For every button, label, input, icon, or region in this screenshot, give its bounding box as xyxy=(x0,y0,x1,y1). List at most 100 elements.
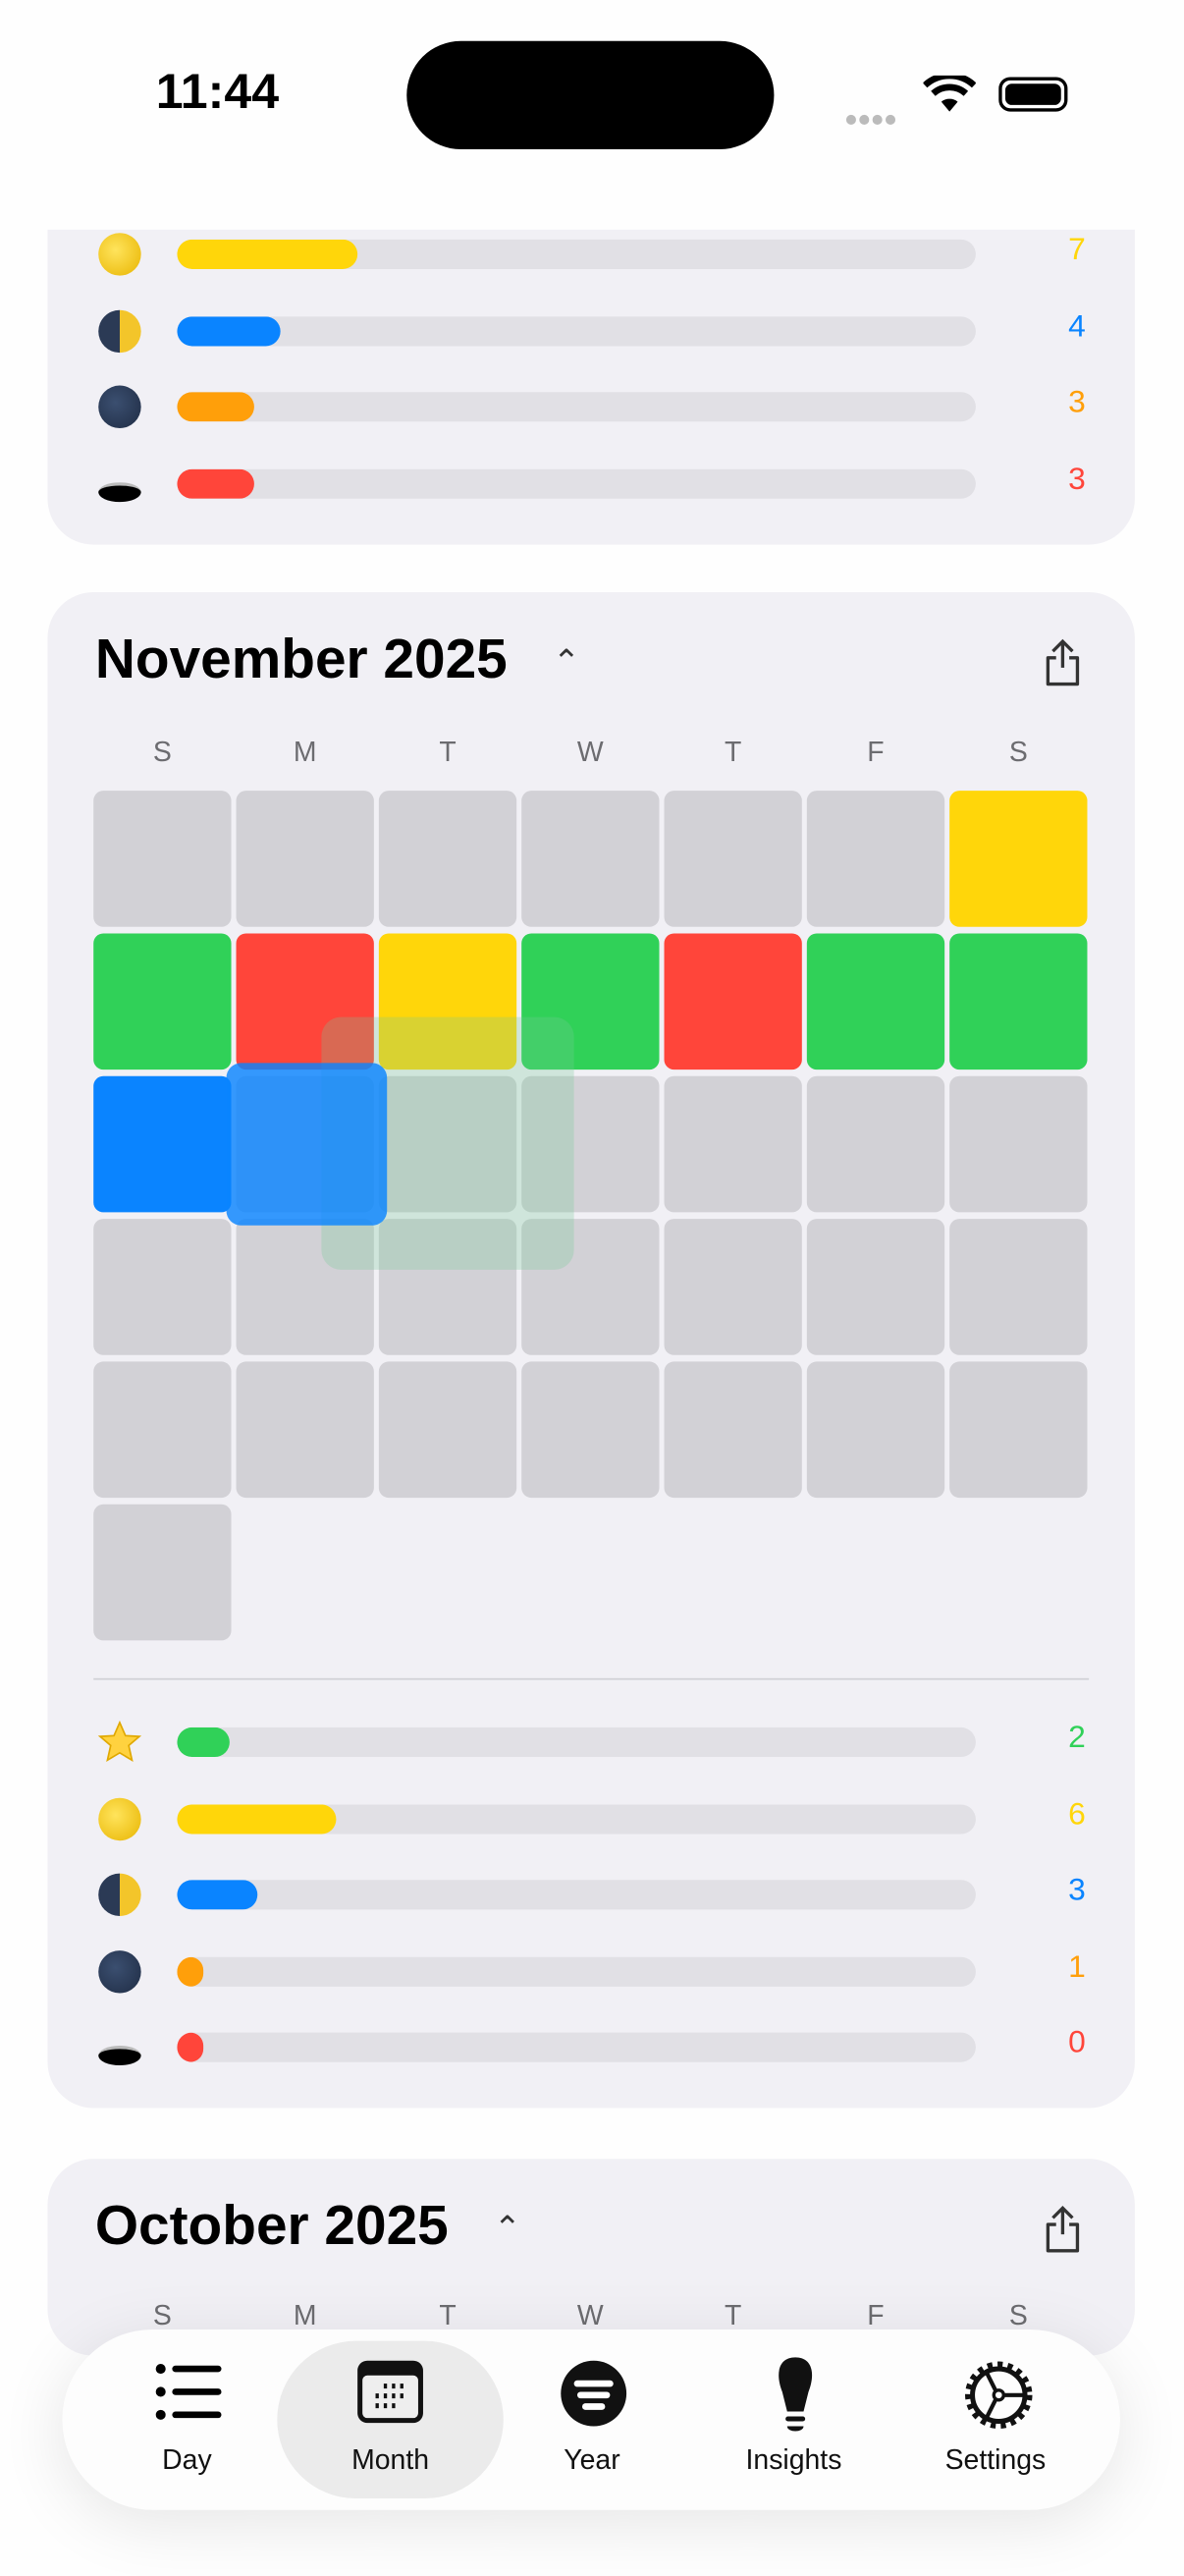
stat-row: 2 xyxy=(47,1718,1134,1767)
stat-row: 3 xyxy=(47,382,1134,431)
day-cell[interactable] xyxy=(378,791,517,927)
tab-insights[interactable]: Insights xyxy=(692,2329,895,2510)
day-cell[interactable] xyxy=(236,1361,374,1499)
year-icon xyxy=(561,2360,627,2427)
stat-bar-fill xyxy=(177,1880,257,1910)
stat-row: 3 xyxy=(47,1870,1134,1919)
tab-bar: Day Month Year Insights Settings xyxy=(62,2329,1120,2510)
day-cell[interactable] xyxy=(93,933,232,1070)
tab-label: Settings xyxy=(944,2443,1047,2476)
gear-icon xyxy=(965,2361,1033,2430)
stat-row: 1 xyxy=(47,1946,1134,1996)
collapse-chevron-icon[interactable]: ⌃ xyxy=(493,2211,521,2248)
stat-count: 4 xyxy=(1068,308,1086,344)
share-icon[interactable] xyxy=(1043,638,1082,687)
stat-count: 0 xyxy=(1068,2025,1086,2061)
day-cell[interactable] xyxy=(521,1219,660,1355)
tab-year[interactable]: Year xyxy=(490,2329,693,2510)
day-cell[interactable] xyxy=(949,933,1088,1070)
day-cell[interactable] xyxy=(664,791,802,927)
day-cell[interactable] xyxy=(93,1219,232,1355)
divider xyxy=(93,1677,1090,1680)
weekday-label: T xyxy=(724,737,742,768)
day-cell[interactable] xyxy=(949,1219,1088,1355)
stat-bar xyxy=(177,2032,976,2062)
star-icon xyxy=(97,1720,142,1763)
stat-bar xyxy=(177,1803,976,1834)
stat-count: 7 xyxy=(1068,233,1086,268)
tab-day[interactable]: Day xyxy=(85,2329,289,2510)
stat-row: 4 xyxy=(47,306,1134,356)
stat-count: 1 xyxy=(1068,1949,1086,1985)
stat-bar-fill xyxy=(177,467,255,498)
stat-bar-fill xyxy=(177,392,255,422)
weekday-label: T xyxy=(439,737,457,768)
tab-label: Insights xyxy=(745,2443,842,2476)
day-cell[interactable] xyxy=(664,933,802,1070)
day-cell[interactable] xyxy=(521,791,660,927)
stat-count: 3 xyxy=(1068,1873,1086,1908)
stat-bar xyxy=(177,1880,976,1910)
day-cell[interactable] xyxy=(521,933,660,1070)
month-card-october: October 2025 ⌃ S M T W T F S xyxy=(47,2159,1135,2356)
full-moon-icon xyxy=(98,233,141,276)
stat-bar-fill xyxy=(177,1726,231,1757)
stat-count: 6 xyxy=(1068,1796,1086,1833)
battery-icon xyxy=(998,77,1068,112)
stat-row: 6 xyxy=(47,1794,1134,1843)
full-moon-icon xyxy=(98,1796,141,1840)
weekday-label: S xyxy=(152,737,172,768)
stat-bar-fill xyxy=(177,1955,204,1987)
day-cell[interactable] xyxy=(93,791,232,927)
stat-count: 3 xyxy=(1068,462,1086,497)
month-card-november: November 2025 ⌃ S M T W T F S 2 6 3 1 0 xyxy=(47,592,1135,2109)
share-icon[interactable] xyxy=(1043,2205,1082,2254)
day-cell[interactable] xyxy=(93,1504,232,1641)
weekday-label: F xyxy=(867,737,885,768)
stat-bar xyxy=(177,467,976,498)
tab-settings[interactable]: Settings xyxy=(893,2329,1097,2510)
day-cell[interactable] xyxy=(378,1219,517,1355)
day-cell[interactable] xyxy=(93,1361,232,1499)
weekday-label: T xyxy=(439,2299,457,2331)
new-moon-icon xyxy=(98,385,141,428)
stat-bar-fill xyxy=(177,239,358,269)
day-cell[interactable] xyxy=(521,1075,660,1213)
day-cell[interactable] xyxy=(806,1219,945,1355)
weekday-label: T xyxy=(724,2299,742,2331)
tab-month[interactable]: Month xyxy=(266,2329,515,2510)
day-cell[interactable] xyxy=(949,1361,1088,1499)
stat-bar-fill xyxy=(177,2032,203,2062)
day-cell[interactable] xyxy=(949,1075,1088,1213)
weekday-label: W xyxy=(576,737,604,768)
half-moon-icon xyxy=(98,308,141,353)
stat-bar xyxy=(177,1955,976,1987)
weekday-label: S xyxy=(152,2299,172,2331)
day-cell[interactable] xyxy=(378,1361,517,1499)
day-cell[interactable] xyxy=(806,791,945,927)
day-cell[interactable] xyxy=(236,791,374,927)
weekday-label: S xyxy=(1008,2299,1028,2331)
wifi-icon xyxy=(923,75,976,112)
weekday-label: F xyxy=(867,2299,885,2331)
day-cell[interactable] xyxy=(378,933,517,1070)
weekday-label: M xyxy=(293,737,317,768)
day-cell[interactable] xyxy=(236,933,374,1070)
dragged-day-cell[interactable] xyxy=(226,1063,388,1226)
day-cell[interactable] xyxy=(378,1075,517,1213)
list-icon xyxy=(155,2364,222,2420)
day-cell[interactable] xyxy=(236,1219,374,1355)
day-cell[interactable] xyxy=(664,1219,802,1355)
day-cell[interactable] xyxy=(806,933,945,1070)
eclipse-icon xyxy=(98,481,141,502)
day-cell[interactable] xyxy=(806,1075,945,1213)
stat-bar xyxy=(177,315,976,346)
day-cell[interactable] xyxy=(949,791,1088,927)
day-cell[interactable] xyxy=(664,1075,802,1213)
stat-bar xyxy=(177,392,976,422)
day-cell[interactable] xyxy=(806,1361,945,1499)
collapse-chevron-icon[interactable]: ⌃ xyxy=(552,644,580,682)
day-cell[interactable] xyxy=(521,1361,660,1499)
day-cell[interactable] xyxy=(93,1075,232,1213)
day-cell[interactable] xyxy=(664,1361,802,1499)
